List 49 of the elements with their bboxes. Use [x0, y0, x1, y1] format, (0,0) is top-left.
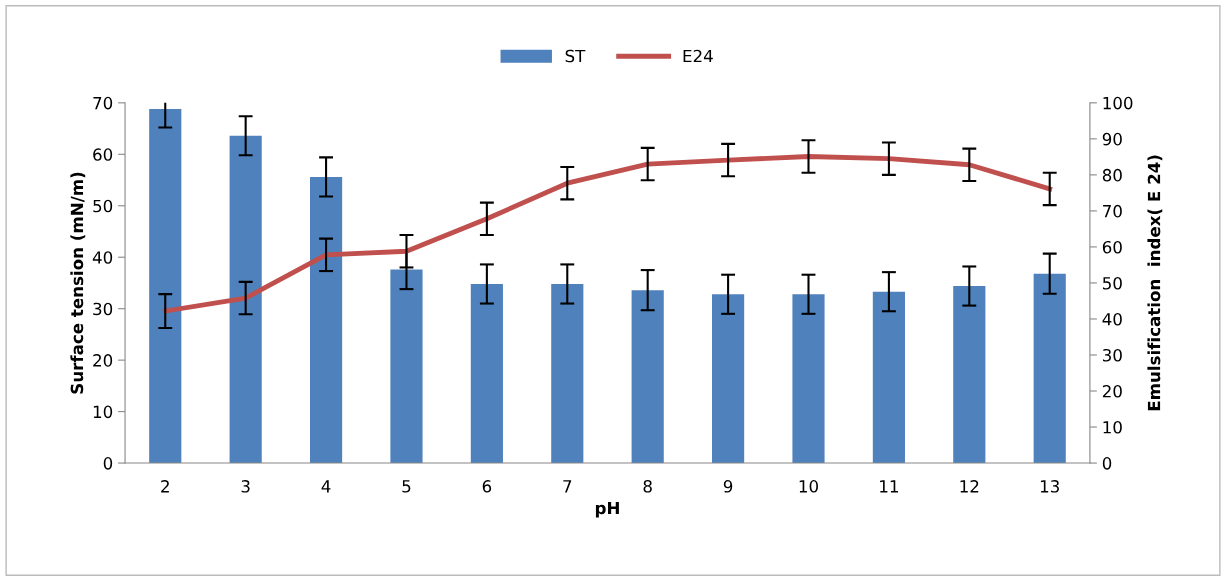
- y2-tick-label: 90: [1102, 132, 1122, 146]
- bar: [229, 135, 262, 464]
- y-axis-title: Surface tension (mN/m): [70, 172, 86, 394]
- x-tick-label: 10: [799, 480, 818, 493]
- y2-tick-label: 0: [1102, 457, 1112, 470]
- y-tick-label: 20: [93, 354, 113, 367]
- x-tick-label: 6: [482, 480, 492, 493]
- x-tick-label: 2: [161, 480, 169, 493]
- y2-tick-label: 70: [1103, 204, 1122, 218]
- y2-tick-label: 50: [1103, 276, 1122, 290]
- bar: [631, 290, 664, 464]
- line-series: [162, 154, 1053, 314]
- bar: [309, 176, 343, 464]
- y-tick-label: 70: [93, 96, 113, 110]
- y2-tick-label: 60: [1102, 240, 1122, 254]
- x-tick-label: 12: [960, 480, 979, 493]
- bar: [872, 291, 905, 464]
- y-tick-label: 30: [93, 302, 113, 316]
- y-tick-label: 10: [93, 405, 113, 419]
- x-tick-label: 4: [321, 480, 331, 493]
- bar: [551, 283, 584, 464]
- bar: [390, 269, 423, 464]
- x-tick-label: 13: [1040, 480, 1059, 493]
- y2-axis-title: Emulsification index( E 24): [1147, 155, 1163, 411]
- x-tick-label: 8: [643, 480, 652, 493]
- x-tick-label: 3: [241, 480, 250, 493]
- x-axis-title: pH: [595, 501, 619, 518]
- bar: [953, 286, 986, 464]
- legend-label: E24: [683, 49, 713, 63]
- bar: [470, 283, 503, 464]
- bar: [149, 109, 182, 464]
- y2-tick-label: 40: [1102, 312, 1122, 326]
- y2-tick-label: 100: [1103, 96, 1133, 110]
- x-tick-label: 9: [723, 480, 733, 493]
- y2-tick-label: 80: [1102, 168, 1122, 182]
- legend-label: ST: [565, 49, 586, 63]
- bar: [712, 294, 745, 464]
- y-tick-label: 50: [93, 199, 113, 213]
- y2-tick-label: 10: [1103, 421, 1122, 434]
- x-tick-label: 11: [880, 480, 898, 493]
- x-tick-label: 5: [402, 480, 411, 493]
- y2-tick-label: 20: [1102, 384, 1122, 398]
- bar: [792, 294, 825, 464]
- y-tick-label: 0: [103, 457, 113, 470]
- y-tick-label: 60: [93, 148, 113, 161]
- x-tick-label: 7: [563, 480, 572, 493]
- bar: [1033, 273, 1066, 464]
- y-tick-label: 40: [92, 251, 113, 264]
- y2-tick-label: 30: [1102, 348, 1122, 362]
